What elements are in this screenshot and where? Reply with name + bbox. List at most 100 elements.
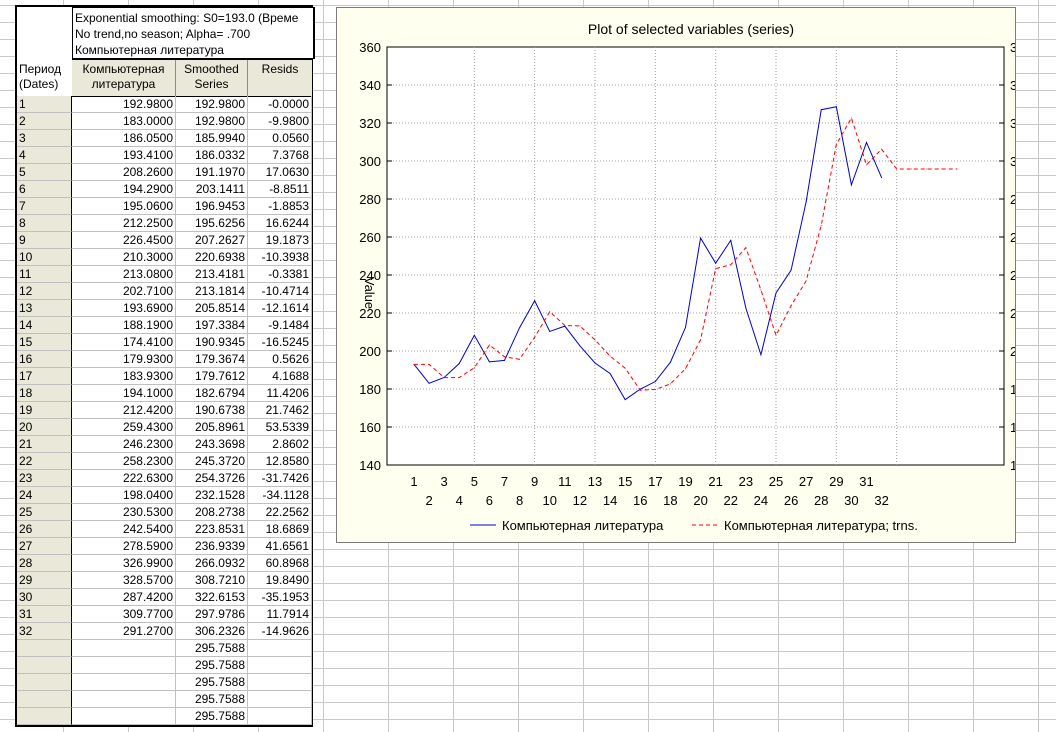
table-row[interactable]: 29 328.5700 308.7210 19.8490 [17, 572, 312, 589]
series-value-cell[interactable]: 192.9800 [72, 96, 176, 113]
smoothed-value-cell[interactable]: 179.3674 [176, 351, 248, 368]
period-cell[interactable]: 17 [17, 368, 72, 385]
resid-value-cell[interactable] [248, 708, 312, 725]
resid-value-cell[interactable] [248, 640, 312, 657]
table-row[interactable]: 27 278.5900 236.9339 41.6561 [17, 538, 312, 555]
table-row[interactable]: 24 198.0400 232.1528 -34.1128 [17, 487, 312, 504]
series-value-cell[interactable]: 186.0500 [72, 130, 176, 147]
period-cell[interactable] [17, 708, 72, 725]
period-cell[interactable]: 23 [17, 470, 72, 487]
resid-value-cell[interactable] [248, 691, 312, 708]
period-cell[interactable]: 3 [17, 130, 72, 147]
series-value-cell[interactable]: 195.0600 [72, 198, 176, 215]
smoothed-value-cell[interactable]: 295.7588 [176, 708, 248, 725]
resid-value-cell[interactable]: -1.8853 [248, 198, 312, 215]
series-value-cell[interactable]: 198.0400 [72, 487, 176, 504]
series-value-cell[interactable]: 212.4200 [72, 402, 176, 419]
series-value-cell[interactable]: 328.5700 [72, 572, 176, 589]
smoothed-value-cell[interactable]: 213.4181 [176, 266, 248, 283]
smoothed-value-cell[interactable]: 245.3720 [176, 453, 248, 470]
smoothed-value-cell[interactable]: 295.7588 [176, 691, 248, 708]
table-row[interactable]: 9 226.4500 207.2627 19.1873 [17, 232, 312, 249]
series-value-cell[interactable]: 309.7700 [72, 606, 176, 623]
table-row[interactable]: 12 202.7100 213.1814 -10.4714 [17, 283, 312, 300]
period-cell[interactable]: 7 [17, 198, 72, 215]
resid-value-cell[interactable]: -12.1614 [248, 300, 312, 317]
series-value-cell[interactable]: 193.6900 [72, 300, 176, 317]
table-row[interactable]: 8 212.2500 195.6256 16.6244 [17, 215, 312, 232]
table-row[interactable]: 295.7588 [17, 674, 312, 691]
period-cell[interactable]: 10 [17, 249, 72, 266]
resid-value-cell[interactable] [248, 657, 312, 674]
table-row[interactable]: 2 183.0000 192.9800 -9.9800 [17, 113, 312, 130]
period-cell[interactable]: 1 [17, 96, 72, 113]
resid-value-cell[interactable]: 0.0560 [248, 130, 312, 147]
table-row[interactable]: 7 195.0600 196.9453 -1.8853 [17, 198, 312, 215]
resid-value-cell[interactable]: -9.9800 [248, 113, 312, 130]
smoothed-value-cell[interactable]: 179.7612 [176, 368, 248, 385]
smoothed-value-cell[interactable]: 223.8531 [176, 521, 248, 538]
period-cell[interactable] [17, 640, 72, 657]
period-cell[interactable]: 21 [17, 436, 72, 453]
series-value-cell[interactable]: 183.0000 [72, 113, 176, 130]
column-header-series[interactable]: Компьютерная литература [72, 60, 176, 96]
resid-value-cell[interactable]: 60.8968 [248, 555, 312, 572]
smoothed-value-cell[interactable]: 297.9786 [176, 606, 248, 623]
table-row[interactable]: 5 208.2600 191.1970 17.0630 [17, 164, 312, 181]
smoothed-value-cell[interactable]: 207.2627 [176, 232, 248, 249]
period-cell[interactable]: 22 [17, 453, 72, 470]
column-header-smoothed[interactable]: Smoothed Series [176, 60, 248, 96]
smoothed-value-cell[interactable]: 295.7588 [176, 657, 248, 674]
period-cell[interactable] [17, 674, 72, 691]
period-cell[interactable]: 18 [17, 385, 72, 402]
resid-value-cell[interactable]: 18.6869 [248, 521, 312, 538]
series-value-cell[interactable]: 326.9900 [72, 555, 176, 572]
smoothed-value-cell[interactable]: 186.0332 [176, 147, 248, 164]
period-cell[interactable]: 30 [17, 589, 72, 606]
smoothed-value-cell[interactable]: 266.0932 [176, 555, 248, 572]
resid-value-cell[interactable]: 19.8490 [248, 572, 312, 589]
table-row[interactable]: 6 194.2900 203.1411 -8.8511 [17, 181, 312, 198]
table-row[interactable]: 31 309.7700 297.9786 11.7914 [17, 606, 312, 623]
resid-value-cell[interactable]: 2.8602 [248, 436, 312, 453]
smoothed-value-cell[interactable]: 205.8514 [176, 300, 248, 317]
smoothed-value-cell[interactable]: 192.9800 [176, 113, 248, 130]
resid-value-cell[interactable]: -34.1128 [248, 487, 312, 504]
series-value-cell[interactable]: 222.6300 [72, 470, 176, 487]
table-row[interactable]: 25 230.5300 208.2738 22.2562 [17, 504, 312, 521]
series-value-cell[interactable]: 174.4100 [72, 334, 176, 351]
series-value-cell[interactable]: 194.1000 [72, 385, 176, 402]
series-value-cell[interactable]: 213.0800 [72, 266, 176, 283]
resid-value-cell[interactable]: 21.7462 [248, 402, 312, 419]
smoothed-value-cell[interactable]: 195.6256 [176, 215, 248, 232]
smoothed-value-cell[interactable]: 306.2326 [176, 623, 248, 640]
period-cell[interactable]: 16 [17, 351, 72, 368]
table-row[interactable]: 10 210.3000 220.6938 -10.3938 [17, 249, 312, 266]
table-row[interactable]: 295.7588 [17, 708, 312, 725]
smoothed-value-cell[interactable]: 232.1528 [176, 487, 248, 504]
table-row[interactable]: 17 183.9300 179.7612 4.1688 [17, 368, 312, 385]
smoothed-value-cell[interactable]: 203.1411 [176, 181, 248, 198]
smoothed-value-cell[interactable]: 295.7588 [176, 640, 248, 657]
table-row[interactable]: 4 193.4100 186.0332 7.3768 [17, 147, 312, 164]
table-row[interactable]: 3 186.0500 185.9940 0.0560 [17, 130, 312, 147]
period-cell[interactable]: 9 [17, 232, 72, 249]
smoothed-value-cell[interactable]: 190.9345 [176, 334, 248, 351]
resid-value-cell[interactable]: 41.6561 [248, 538, 312, 555]
smoothed-value-cell[interactable]: 205.8961 [176, 419, 248, 436]
table-row[interactable]: 18 194.1000 182.6794 11.4206 [17, 385, 312, 402]
period-cell[interactable]: 24 [17, 487, 72, 504]
resid-value-cell[interactable]: 53.5339 [248, 419, 312, 436]
period-cell[interactable]: 15 [17, 334, 72, 351]
resid-value-cell[interactable]: -16.5245 [248, 334, 312, 351]
resid-value-cell[interactable]: 12.8580 [248, 453, 312, 470]
series-value-cell[interactable]: 259.4300 [72, 419, 176, 436]
resid-value-cell[interactable] [248, 674, 312, 691]
smoothed-value-cell[interactable]: 185.9940 [176, 130, 248, 147]
series-value-cell[interactable]: 291.2700 [72, 623, 176, 640]
series-value-cell[interactable]: 242.5400 [72, 521, 176, 538]
resid-value-cell[interactable]: -10.4714 [248, 283, 312, 300]
period-cell[interactable]: 28 [17, 555, 72, 572]
period-cell[interactable] [17, 691, 72, 708]
series-value-cell[interactable]: 230.5300 [72, 504, 176, 521]
